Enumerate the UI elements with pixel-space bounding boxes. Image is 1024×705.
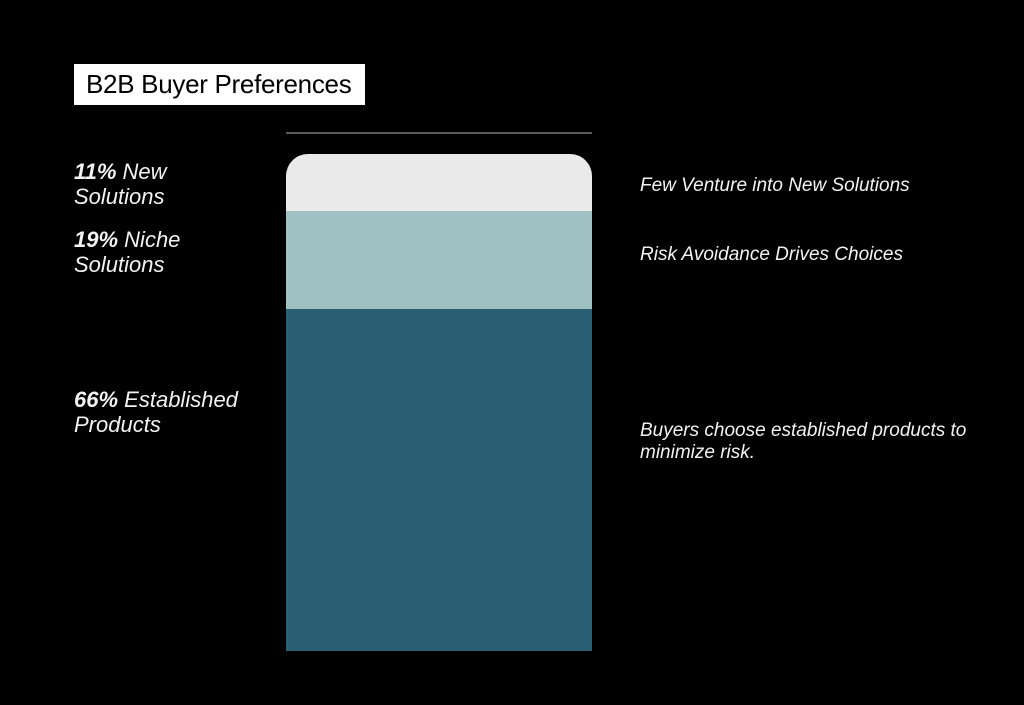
left-label-niche: 19% Niche Solutions [74,228,259,277]
segment-established [286,309,592,651]
pct-new: 11% [74,159,116,184]
title-chip: B2B Buyer Preferences [74,64,365,105]
note-new: Few Venture into New Solutions [640,175,970,197]
segment-niche [286,211,592,309]
stacked-bar [286,154,592,651]
pct-established: 66% [74,387,118,412]
left-label-new: 11% New Solutions [74,160,259,209]
left-label-established: 66% Established Products [74,388,259,437]
title-underline [286,132,592,134]
note-established: Buyers choose established products to mi… [640,420,970,464]
infographic-canvas: B2B Buyer Preferences 11% New Solutions … [0,0,1024,705]
note-niche: Risk Avoidance Drives Choices [640,244,970,266]
segment-new [286,154,592,211]
pct-niche: 19% [74,227,118,252]
